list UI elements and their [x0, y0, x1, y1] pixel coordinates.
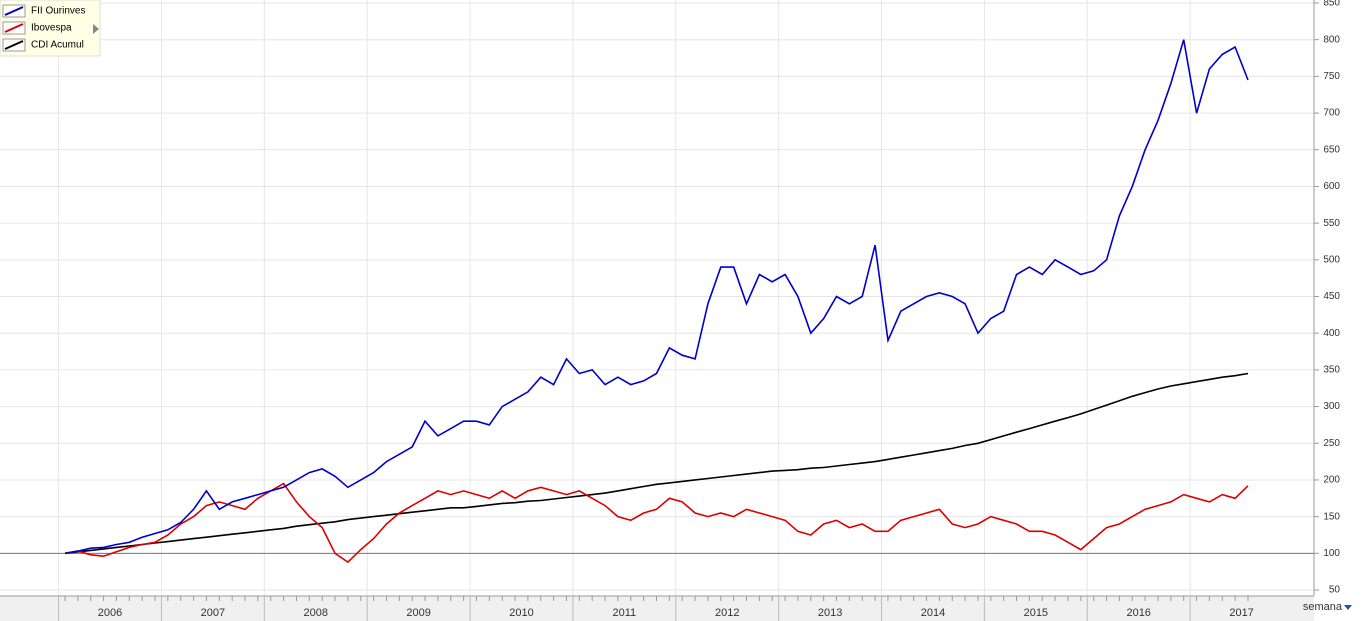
y-tick-label: 100 [1323, 548, 1340, 559]
legend: FII Ourinves Ibovespa CDI Acumul [0, 0, 101, 57]
period-selector[interactable]: semana [1303, 601, 1343, 613]
y-tick-label: 450 [1323, 291, 1340, 302]
y-tick-label: 550 [1323, 218, 1340, 229]
y-tick-label: 750 [1323, 71, 1340, 82]
y-tick-label: 400 [1323, 328, 1340, 339]
x-tick-label: 2009 [406, 607, 430, 619]
plot-area [64, 39, 1249, 564]
y-tick-label: 150 [1323, 511, 1340, 522]
x-tick-label: 2012 [715, 607, 739, 619]
y-tick-label: 850 [1323, 0, 1340, 9]
legend-arrow[interactable] [93, 24, 99, 34]
legend-label: Ibovespa [31, 23, 72, 34]
legend-swatch [4, 6, 24, 16]
x-tick-label: 2014 [921, 607, 945, 619]
x-tick-label: 2007 [201, 607, 225, 619]
x-axis-labels: 2006 2007 2008 2009 2010 2011 2012 2013 2014 2015… [58, 596, 1254, 621]
y-tick-label: 600 [1323, 181, 1340, 192]
y-tick-label: 300 [1323, 401, 1340, 412]
series-line [64, 39, 1249, 555]
legend-label: CDI Acumul [31, 40, 84, 51]
x-tick-label: 2013 [818, 607, 842, 619]
x-tick-label: 2015 [1024, 607, 1048, 619]
series-line [64, 372, 1249, 555]
y-axis-labels: 50 100 150 200 250 300 350 400 450 500 550 600 650 70… [1314, 0, 1340, 596]
x-tick-label: 2016 [1126, 607, 1150, 619]
x-tick-label: 2008 [304, 607, 328, 619]
x-tick-label: 2017 [1229, 607, 1253, 619]
legend-label: FII Ourinves [31, 6, 85, 17]
x-tick-label: 2010 [509, 607, 533, 619]
y-tick-label: 350 [1323, 365, 1340, 376]
x-tick-label: 2011 [613, 607, 637, 619]
y-tick-label: 700 [1323, 108, 1340, 119]
legend-swatch [4, 23, 24, 33]
y-tick-label: 650 [1323, 144, 1340, 155]
x-tick-label: 2006 [98, 607, 122, 619]
y-tick-label: 200 [1323, 475, 1340, 486]
series-line [64, 482, 1249, 564]
y-tick-label: 250 [1323, 438, 1340, 449]
y-tick-label: 500 [1323, 254, 1340, 265]
y-tick-label: 50 [1329, 585, 1341, 596]
y-tick-label: 800 [1323, 34, 1340, 45]
legend-swatch [4, 40, 24, 50]
period-arrow[interactable] [1344, 605, 1352, 610]
